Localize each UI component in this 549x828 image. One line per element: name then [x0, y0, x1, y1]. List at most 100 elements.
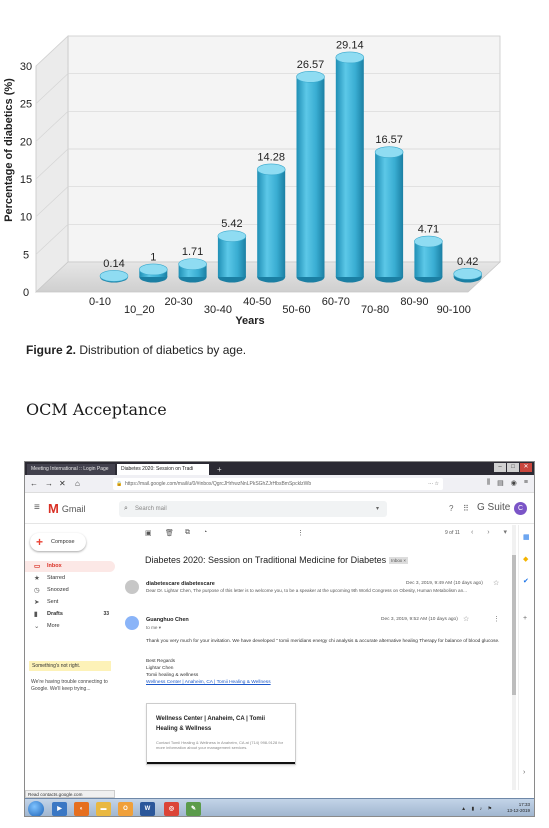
gmail-screenshot: Meeting International :: Login Page Diab… [24, 461, 535, 817]
sidebar-item-sent[interactable]: ➤ Sent [25, 597, 115, 608]
search-icon[interactable]: ⌕ [124, 505, 128, 512]
close-page-icon[interactable]: ✕ [59, 479, 66, 488]
sidebar-item-snoozed[interactable]: ◷ Snoozed [25, 585, 115, 596]
side-panel: ▦ ◆ ✔ + › [518, 525, 534, 790]
browser-toolbar-icons: ⫼ ▤ ◉ ≡ [487, 479, 528, 487]
scrollbar[interactable] [512, 525, 516, 790]
library-icon[interactable]: ⫼ [486, 479, 491, 486]
sidebar-item-more[interactable]: ⌄ More [25, 621, 115, 632]
signature-link-text[interactable]: Wellness Center | Anaheim, CA | Tomii He… [146, 680, 271, 685]
pager-arrows-icon[interactable]: ‹ › ▾ [471, 529, 514, 536]
bar-chart: 0 5 10 15 20 25 30 Percentage of diabetics (%) 0… [0, 0, 549, 340]
outlook-icon[interactable]: O [118, 802, 133, 816]
search-input[interactable]: ⌕ Search mail ▾ [119, 501, 387, 517]
gmail-logo[interactable]: M Gmail [48, 501, 85, 516]
add-addon-icon[interactable]: + [523, 615, 528, 622]
bookmark-star-icon[interactable]: ··· ☆ [428, 481, 439, 487]
sidebar-item-label: Drafts [47, 611, 63, 617]
bar-top [296, 71, 325, 83]
y-tick-label: 15 [20, 174, 32, 186]
bar [178, 258, 207, 283]
message2-more-icon[interactable]: ⋮ [493, 616, 500, 623]
compose-label: Compose [51, 539, 75, 545]
message-view: ▣ 🗑 ⧉ ◔ ⋮ 9 of 11 ‹ › ▾ Diabetes 2020: S… [119, 525, 514, 790]
gridline-side [35, 73, 69, 104]
start-button[interactable] [28, 801, 44, 816]
sidebar-item-inbox[interactable]: ▭ Inbox [25, 561, 115, 572]
bar-body [375, 152, 404, 277]
x-tick-label: 20-30 [165, 296, 193, 308]
signature-link[interactable]: Wellness Center | Anaheim, CA | Tomii He… [146, 680, 271, 685]
value-label: 0.42 [457, 256, 478, 268]
firefox-icon[interactable]: ◐ [74, 802, 89, 816]
inbox-label-badge[interactable]: Inbox × [389, 557, 409, 565]
inbox-icon: ▭ [34, 563, 41, 570]
gmail-wordmark: Gmail [61, 503, 86, 514]
gsuite-logo: G Suite [477, 502, 511, 513]
tasks-icon[interactable]: ✔ [523, 578, 529, 585]
word-icon[interactable]: W [140, 802, 155, 816]
browser-tab-gmail[interactable]: Diabetes 2020: Session on Tradi [117, 464, 209, 475]
minimize-icon[interactable]: – [494, 463, 506, 472]
bar-top [374, 146, 404, 158]
keep-icon[interactable]: ◆ [523, 556, 529, 563]
explorer-icon[interactable]: ▬ [96, 802, 111, 816]
gridline-side [35, 224, 69, 255]
help-icon[interactable]: ? [449, 504, 454, 513]
home-icon[interactable]: ⌂ [75, 479, 80, 488]
message2-date: Dec 3, 2019, 9:52 AM (10 days ago) [381, 617, 458, 622]
sidebar-icon[interactable]: ▤ [497, 480, 504, 487]
browser-tab-login[interactable]: Meeting International :: Login Page [27, 464, 115, 475]
forward-icon[interactable]: → [45, 479, 53, 488]
message1-sender[interactable]: diabetescare diabetescare [146, 581, 215, 587]
message2-sender[interactable]: Guanghuo Chen [146, 617, 189, 623]
media-player-icon[interactable]: ▶ [52, 802, 67, 816]
bar-top [139, 263, 168, 276]
chevron-down-icon: ⌄ [34, 623, 40, 630]
pager-text: 9 of 11 [445, 530, 460, 536]
url-input[interactable]: 🔒 https://mail.google.com/mail/u/0/#inbo… [113, 478, 443, 490]
expand-panel-icon[interactable]: › [523, 769, 526, 776]
card-title: Wellness Center | Anaheim, CA | Tomii He… [156, 716, 266, 732]
apps-grid-icon[interactable]: ⠿ [463, 504, 469, 513]
y-tick-label: 30 [20, 61, 32, 73]
snooze-icon[interactable]: ◔ [203, 529, 208, 536]
message1-preview[interactable]: Dear Dr. Lightar Chen, The purpose of th… [146, 588, 467, 593]
calendar-icon[interactable]: ▦ [523, 534, 530, 541]
chrome-icon[interactable]: ◎ [164, 802, 179, 816]
maximize-icon[interactable]: □ [507, 463, 519, 472]
more-vert-icon[interactable]: ⋮ [297, 530, 304, 537]
trash-icon[interactable]: 🗑 [165, 530, 174, 537]
bar-body [414, 241, 443, 277]
link-preview-card[interactable]: Wellness Center | Anaheim, CA | Tomii He… [146, 703, 296, 765]
account-avatar[interactable]: C [514, 502, 527, 515]
x-tick-label: 50-60 [282, 304, 310, 316]
back-icon[interactable]: ← [30, 479, 38, 488]
paint-icon[interactable]: ✎ [186, 802, 201, 816]
new-tab-icon[interactable]: + [217, 465, 222, 474]
menu-icon[interactable]: ≡ [523, 479, 528, 486]
search-options-icon[interactable]: ▾ [375, 506, 379, 512]
archive-icon[interactable]: ▣ [145, 530, 152, 537]
move-icon[interactable]: ⧉ [185, 529, 190, 536]
url-text: https://mail.google.com/mail/u/0/#inbox/… [125, 481, 312, 487]
scroll-thumb[interactable] [512, 555, 516, 695]
sidebar-item-drafts[interactable]: ▮ Drafts 33 [25, 609, 115, 620]
system-clock[interactable]: 17:33 13-12-2019 [507, 802, 530, 814]
drafts-count: 33 [103, 611, 109, 617]
tray-icons[interactable]: ▲ ▮ ♪ ⚑ [461, 806, 494, 812]
gridline-side [35, 111, 69, 142]
message2-star-icon[interactable]: ☆ [463, 616, 470, 623]
message2-recipient[interactable]: to me ▾ [146, 625, 162, 630]
account-icon[interactable]: ◉ [510, 480, 517, 487]
close-icon[interactable]: ✕ [520, 463, 532, 472]
compose-button[interactable]: + Compose [30, 533, 86, 551]
message1-star-icon[interactable]: ☆ [493, 580, 500, 587]
url-toolbar: ← → ✕ ⌂ 🔒 https://mail.google.com/mail/u… [25, 475, 534, 493]
x-tick-label: 30-40 [204, 304, 232, 316]
figure-label: Figure 2. [26, 343, 77, 357]
message1-date: Dec 3, 2019, 9:49 AM (10 days ago) [406, 581, 483, 586]
bar [335, 51, 365, 283]
sidebar-item-starred[interactable]: ★ Starred [25, 573, 115, 584]
main-menu-icon[interactable]: ≡ [34, 502, 40, 513]
